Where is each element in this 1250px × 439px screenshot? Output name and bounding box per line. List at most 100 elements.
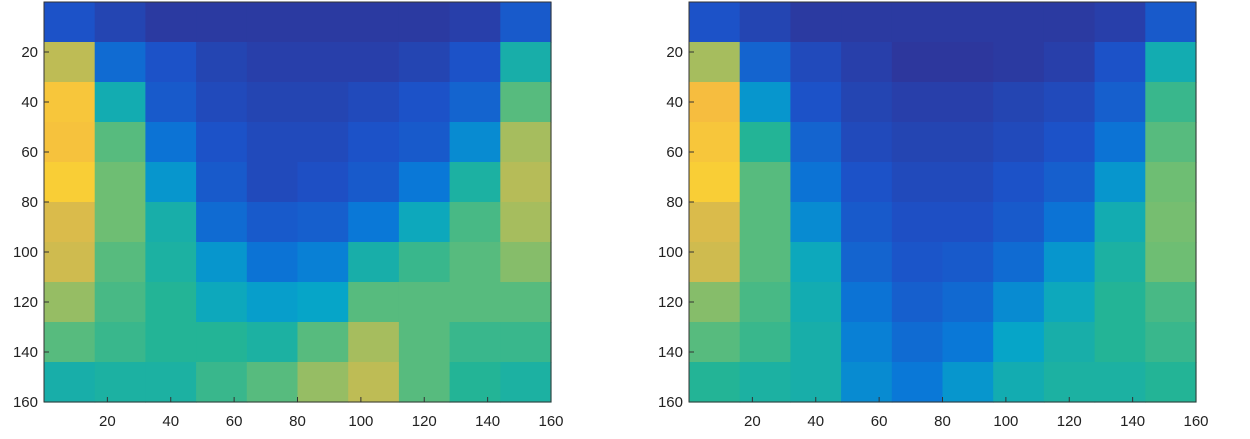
heatmap-0-cell-r8-c7	[398, 322, 451, 363]
heatmap-0-cell-r4-c9	[500, 162, 552, 203]
heatmap-1-cell-r2-c3	[841, 82, 893, 123]
heatmap-1-cell-r8-c0	[689, 322, 741, 363]
heatmap-1-cell-r7-c4	[891, 282, 944, 323]
heatmap-1-cell-r3-c0	[689, 122, 741, 163]
heatmap-0-xtick-label-2: 60	[226, 413, 243, 430]
heatmap-1-cell-r2-c5	[942, 82, 994, 123]
heatmap-1-cell-r0-c9	[1145, 2, 1197, 43]
heatmap-1-cell-r9-c9	[1145, 362, 1197, 403]
heatmap-0-cell-r2-c1	[94, 82, 146, 123]
heatmap-1-cell-r3-c1	[739, 122, 791, 163]
heatmap-0-cell-r9-c9	[500, 362, 552, 403]
heatmap-0-cell-r4-c6	[348, 162, 400, 203]
heatmap-1-cell-r9-c2	[790, 362, 842, 403]
heatmap-0-cell-r0-c6	[348, 2, 400, 43]
heatmap-0-cell-r4-c1	[94, 162, 146, 203]
heatmap-0-ytick-label-6: 140	[13, 344, 38, 361]
heatmap-1-cell-r0-c2	[790, 2, 842, 43]
heatmap-0-cell-r6-c0	[44, 242, 96, 283]
heatmap-0-cell-r4-c5	[297, 162, 349, 203]
heatmap-0-cell-r6-c5	[297, 242, 349, 283]
heatmap-1-xtick-label-0: 20	[744, 413, 761, 430]
heatmap-0-cell-r1-c9	[500, 42, 552, 83]
heatmap-1-cell-r8-c5	[942, 322, 994, 363]
heatmap-0-cell-r6-c4	[246, 242, 299, 283]
heatmap-0-cell-r7-c7	[398, 282, 451, 323]
heatmap-0-cell-r9-c3	[196, 362, 248, 403]
heatmap-0-ytick-label-4: 100	[13, 244, 38, 261]
heatmap-0-cell-r8-c6	[348, 322, 400, 363]
heatmap-1-cell-r7-c5	[942, 282, 994, 323]
heatmap-1-ytick-label-6: 140	[658, 344, 683, 361]
heatmap-1-cell-r6-c0	[689, 242, 741, 283]
heatmap-1-cell-r3-c6	[993, 122, 1045, 163]
heatmap-1-cell-r1-c7	[1043, 42, 1096, 83]
heatmap-0-cell-r7-c4	[246, 282, 299, 323]
heatmap-1-cell-r9-c1	[739, 362, 791, 403]
heatmap-left: 20 40 60 80 100 120 140 160 20 40 60 80 100 120 140 160	[13, 1, 564, 430]
heatmap-0-cell-r3-c4	[246, 122, 299, 163]
heatmap-0-cell-r6-c9	[500, 242, 552, 283]
heatmap-1-cell-r2-c0	[689, 82, 741, 123]
heatmap-1-xtick-label-4: 100	[993, 413, 1018, 430]
heatmap-0-xtick-label-1: 40	[162, 413, 179, 430]
heatmap-1-cell-r2-c7	[1043, 82, 1096, 123]
heatmap-1-xtick-label-6: 140	[1120, 413, 1145, 430]
heatmap-0-cell-r1-c4	[246, 42, 299, 83]
heatmap-1-cell-r2-c6	[993, 82, 1045, 123]
heatmap-1-cell-r0-c6	[993, 2, 1045, 43]
heatmap-0-xtick-label-0: 20	[99, 413, 116, 430]
heatmap-1-cell-r0-c4	[891, 2, 944, 43]
heatmap-0-cell-r5-c6	[348, 202, 400, 243]
heatmap-1-cell-r1-c2	[790, 42, 842, 83]
heatmap-0-cell-r3-c5	[297, 122, 349, 163]
heatmap-0-cell-r4-c4	[246, 162, 299, 203]
heatmap-0-cell-r1-c5	[297, 42, 349, 83]
heatmap-0-cell-r3-c7	[398, 122, 451, 163]
heatmap-0-cell-r9-c5	[297, 362, 349, 403]
heatmap-0-cell-r5-c5	[297, 202, 349, 243]
heatmap-0-ytick-label-2: 60	[21, 144, 38, 161]
heatmap-1-cell-r8-c7	[1043, 322, 1096, 363]
heatmap-0-cell-r7-c5	[297, 282, 349, 323]
heatmap-1-cell-r5-c1	[739, 202, 791, 243]
heatmap-1-cell-r8-c6	[993, 322, 1045, 363]
heatmap-1-cell-r5-c8	[1094, 202, 1146, 243]
heatmap-0-cell-r2-c4	[246, 82, 299, 123]
heatmap-0-cell-r6-c2	[145, 242, 197, 283]
heatmap-1-cell-r7-c1	[739, 282, 791, 323]
heatmap-0-cell-r9-c4	[246, 362, 299, 403]
heatmap-1-cell-r3-c5	[942, 122, 994, 163]
heatmap-1-cell-r0-c0	[689, 2, 741, 43]
heatmap-1-cell-r5-c0	[689, 202, 741, 243]
heatmap-1-cell-r2-c8	[1094, 82, 1146, 123]
heatmap-1-cell-r1-c3	[841, 42, 893, 83]
heatmap-0-cell-r9-c0	[44, 362, 96, 403]
heatmap-0-cell-r7-c3	[196, 282, 248, 323]
heatmap-1-cell-r4-c8	[1094, 162, 1146, 203]
heatmap-1-cell-r9-c5	[942, 362, 994, 403]
heatmap-0-cell-r4-c7	[398, 162, 451, 203]
heatmap-1-cell-r4-c4	[891, 162, 944, 203]
heatmap-0-cell-r2-c3	[196, 82, 248, 123]
heatmap-1-cell-r2-c2	[790, 82, 842, 123]
heatmap-0-cell-r6-c3	[196, 242, 248, 283]
heatmap-1-cell-r7-c6	[993, 282, 1045, 323]
heatmap-1-cell-r8-c2	[790, 322, 842, 363]
heatmap-0-cell-r3-c8	[449, 122, 501, 163]
heatmap-1-ytick-label-7: 160	[658, 394, 683, 411]
heatmap-1-cell-r9-c0	[689, 362, 741, 403]
heatmap-0-cell-r8-c5	[297, 322, 349, 363]
heatmap-1-cell-r7-c0	[689, 282, 741, 323]
heatmap-0-cell-r0-c1	[94, 2, 146, 43]
heatmap-1-cell-r1-c6	[993, 42, 1045, 83]
heatmap-0-cell-r0-c9	[500, 2, 552, 43]
heatmap-0-cell-r8-c8	[449, 322, 501, 363]
heatmap-1-cell-r5-c9	[1145, 202, 1197, 243]
heatmap-1-ytick-label-3: 80	[666, 194, 683, 211]
heatmap-1-cell-r8-c8	[1094, 322, 1146, 363]
heatmap-1-cell-r6-c6	[993, 242, 1045, 283]
heatmap-1-cell-r7-c8	[1094, 282, 1146, 323]
heatmap-0-cell-r1-c0	[44, 42, 96, 83]
heatmap-0-cell-r7-c1	[94, 282, 146, 323]
